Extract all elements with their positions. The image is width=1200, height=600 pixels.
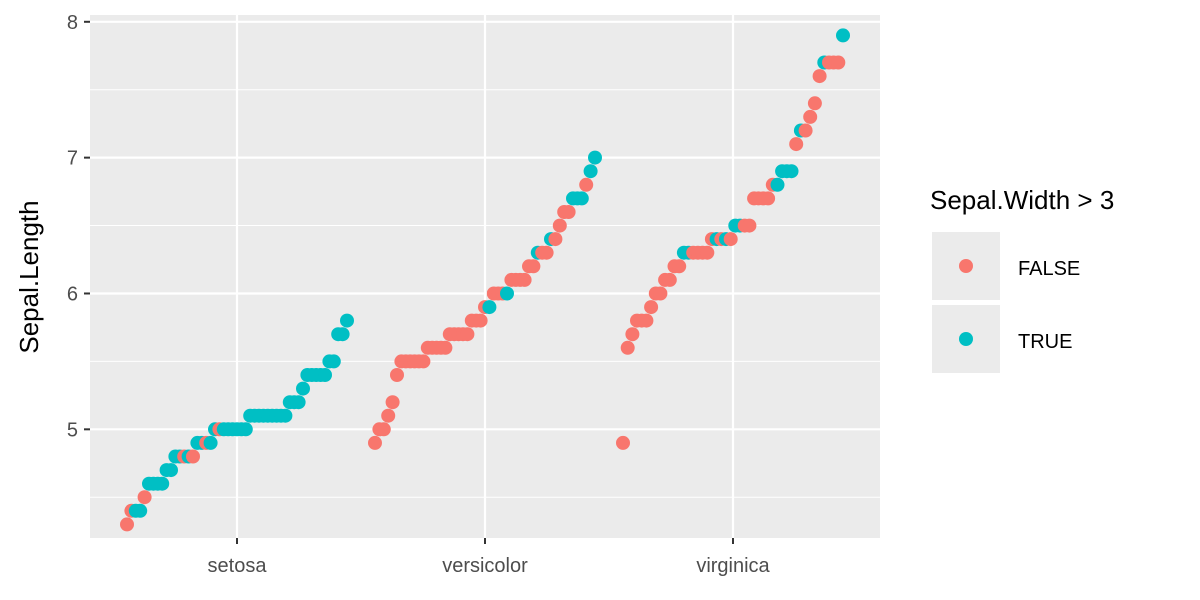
y-tick-label: 5 xyxy=(67,419,78,441)
data-point xyxy=(203,435,218,450)
data-point xyxy=(137,490,152,505)
data-point xyxy=(836,28,850,43)
data-point xyxy=(807,96,822,111)
data-point xyxy=(789,137,804,152)
data-point xyxy=(326,354,341,369)
data-point xyxy=(579,177,594,192)
data-point xyxy=(644,300,659,315)
data-point xyxy=(238,422,253,437)
data-point xyxy=(803,109,818,124)
data-point xyxy=(662,272,677,287)
data-point xyxy=(723,232,738,247)
data-points xyxy=(120,28,850,532)
data-point xyxy=(381,408,396,423)
data-point xyxy=(318,368,332,382)
legend-label-false: FALSE xyxy=(1018,258,1080,280)
data-point xyxy=(335,327,350,342)
data-point xyxy=(164,463,178,478)
x-tick-label: virginica xyxy=(696,555,770,577)
data-point xyxy=(390,368,404,382)
data-point xyxy=(416,354,431,369)
data-point xyxy=(561,205,576,219)
data-point xyxy=(812,69,827,84)
data-point xyxy=(620,340,635,355)
y-tick-label: 8 xyxy=(67,12,78,34)
data-point xyxy=(798,123,813,138)
data-point xyxy=(831,55,846,70)
data-point xyxy=(653,286,668,301)
data-point xyxy=(291,395,306,410)
y-tick-label: 6 xyxy=(67,283,78,305)
data-point xyxy=(574,191,589,206)
data-point xyxy=(761,191,776,206)
data-point xyxy=(500,286,514,301)
legend-label-true: TRUE xyxy=(1018,331,1072,353)
data-point xyxy=(473,313,488,328)
data-point xyxy=(742,218,757,233)
y-tick-label: 7 xyxy=(67,148,78,170)
data-point xyxy=(296,381,310,396)
legend-title: Sepal.Width > 3 xyxy=(930,185,1114,215)
data-point xyxy=(625,327,640,342)
data-point xyxy=(616,435,630,450)
y-axis-title: Sepal.Length xyxy=(14,200,44,353)
data-point xyxy=(639,313,654,328)
data-point xyxy=(770,177,785,192)
legend-marker-true xyxy=(959,332,973,346)
legend-marker-false xyxy=(959,259,973,273)
data-point xyxy=(517,272,532,287)
data-point xyxy=(186,449,200,464)
data-point xyxy=(552,218,567,233)
data-point xyxy=(438,340,453,355)
data-point xyxy=(460,327,475,342)
data-point xyxy=(583,164,598,179)
data-point xyxy=(120,517,134,532)
data-point xyxy=(526,259,541,274)
data-point xyxy=(133,503,148,518)
data-point xyxy=(784,164,799,179)
data-point xyxy=(548,232,563,247)
data-point xyxy=(539,245,554,260)
data-point xyxy=(700,245,715,260)
data-point xyxy=(155,476,170,491)
data-point xyxy=(278,408,293,423)
data-point xyxy=(340,313,354,328)
data-point xyxy=(672,259,687,274)
axes: 5 6 7 8 setosa versicolor virginica xyxy=(67,12,771,577)
x-tick-label: versicolor xyxy=(442,555,528,577)
grid-lines xyxy=(90,15,880,538)
data-point xyxy=(482,300,497,315)
data-point xyxy=(385,395,400,410)
legend: Sepal.Width > 3 FALSE TRUE xyxy=(930,185,1114,373)
data-point xyxy=(588,150,602,165)
data-point xyxy=(368,435,382,450)
x-tick-label: setosa xyxy=(208,555,268,577)
data-point xyxy=(376,422,391,437)
